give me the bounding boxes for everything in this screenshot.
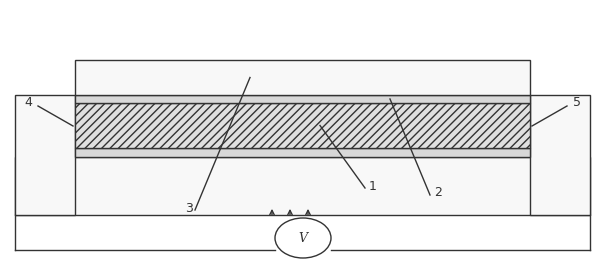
- Text: 4: 4: [24, 95, 32, 109]
- Text: 1: 1: [369, 180, 377, 192]
- Text: 3: 3: [185, 202, 193, 214]
- Text: 5: 5: [573, 95, 581, 109]
- Bar: [75, 103, 530, 148]
- Bar: [75, 60, 530, 95]
- Text: V: V: [298, 232, 307, 244]
- Bar: [15, 95, 75, 215]
- Bar: [15, 157, 590, 215]
- Ellipse shape: [275, 218, 331, 258]
- Bar: [75, 148, 530, 157]
- Text: 2: 2: [434, 187, 442, 199]
- Text: 6: 6: [286, 219, 294, 233]
- Bar: [75, 95, 530, 103]
- Bar: [530, 95, 590, 215]
